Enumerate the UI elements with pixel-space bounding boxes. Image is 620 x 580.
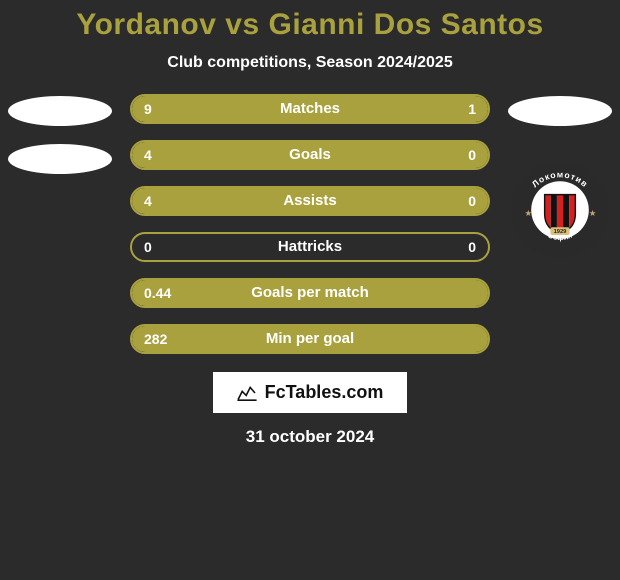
stat-right-value: 0 [468,142,476,168]
comparison-card: Yordanov vs Gianni Dos Santos Club compe… [0,0,620,447]
stat-right-value: 0 [468,234,476,260]
stat-left-value: 0 [144,234,152,260]
svg-text:★: ★ [589,208,597,218]
club-crest-icon: ЛокомотивСофия1929★★ [512,162,608,258]
badge-ellipse [8,144,112,174]
stat-label: Hattricks [278,234,342,260]
stat-bar: 9 1 Matches [130,94,490,124]
svg-text:★: ★ [524,208,532,218]
date-text: 31 october 2024 [246,427,375,447]
brand-badge: FcTables.com [213,372,408,413]
stat-right-value: 1 [468,96,476,122]
stat-bars: 9 1 Matches 4 0 Goals 4 0 Assists 0 0 Hattricks 0.44… [130,94,490,354]
stat-label: Min per goal [266,326,354,352]
stat-left-value: 0.44 [144,280,171,306]
page-title: Yordanov vs Gianni Dos Santos [0,8,620,42]
player-left-badges [0,94,120,174]
stat-right-value: 0 [468,188,476,214]
stat-label: Goals per match [251,280,369,306]
stat-left-value: 9 [144,96,152,122]
footer: FcTables.com 31 october 2024 [0,372,620,447]
badge-ellipse [8,96,112,126]
stat-bar: 0.44 Goals per match [130,278,490,308]
stat-left-value: 282 [144,326,167,352]
stat-left-value: 4 [144,188,152,214]
subtitle: Club competitions, Season 2024/2025 [0,54,620,72]
chart-icon [237,385,257,401]
stat-bar: 4 0 Goals [130,140,490,170]
bar-fill-right [417,96,488,122]
brand-text: FcTables.com [265,382,384,403]
stat-label: Assists [283,188,336,214]
main-row: 9 1 Matches 4 0 Goals 4 0 Assists 0 0 Hattricks 0.44… [0,94,620,354]
svg-text:1929: 1929 [554,229,567,235]
stat-bar: 282 Min per goal [130,324,490,354]
stat-bar: 0 0 Hattricks [130,232,490,262]
stat-left-value: 4 [144,142,152,168]
stat-label: Goals [289,142,331,168]
stat-bar: 4 0 Assists [130,186,490,216]
stat-label: Matches [280,96,340,122]
badge-ellipse [508,96,612,126]
player-right-badges: ЛокомотивСофия1929★★ [500,94,620,258]
bar-fill-left [132,96,417,122]
